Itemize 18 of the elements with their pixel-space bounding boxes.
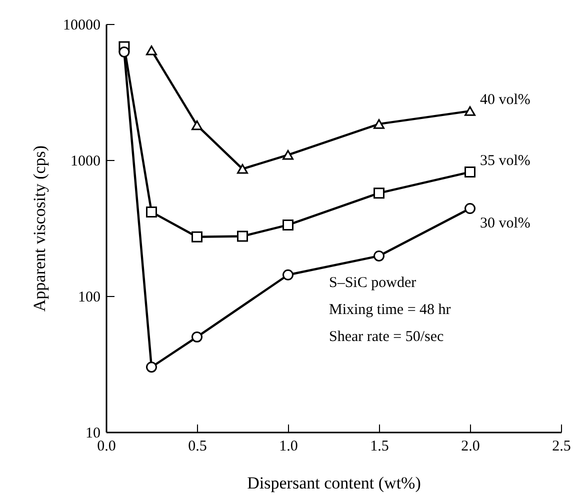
x-tick-label: 0.0 — [97, 438, 116, 454]
x-tick-label: 1.0 — [279, 438, 298, 454]
annotation: Shear rate = 50/sec — [329, 329, 444, 345]
y-axis-title: Apparent viscosity (cps) — [30, 145, 49, 312]
y-tick-label: 100 — [78, 290, 100, 306]
series-label: 30 vol% — [480, 215, 530, 232]
x-tick-label: 0.5 — [188, 438, 207, 454]
y-tick-label: 10000 — [63, 18, 100, 34]
x-axis-title: Dispersant content (wt%) — [247, 474, 421, 492]
annotation: Mixing time = 48 hr — [329, 302, 451, 318]
series-label: 40 vol% — [480, 92, 530, 108]
x-tick-label: 1.5 — [370, 438, 389, 454]
x-tick-label: 2.0 — [461, 438, 480, 454]
annotation: S–SiC powder — [329, 275, 416, 291]
series-label: 35 vol% — [480, 153, 530, 170]
y-tick-label: 1000 — [70, 154, 100, 170]
x-tick-label: 2.5 — [552, 438, 571, 454]
y-tick-label: 10 — [86, 426, 100, 442]
